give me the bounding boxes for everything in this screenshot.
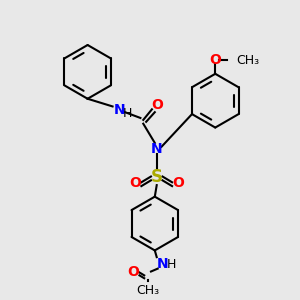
Text: O: O bbox=[130, 176, 142, 190]
Text: S: S bbox=[151, 169, 163, 187]
Text: O: O bbox=[128, 265, 140, 278]
Text: N: N bbox=[113, 103, 125, 117]
Text: O: O bbox=[209, 53, 221, 68]
Text: H: H bbox=[167, 258, 176, 271]
Text: O: O bbox=[172, 176, 184, 190]
Text: N: N bbox=[157, 257, 168, 271]
Text: O: O bbox=[152, 98, 164, 112]
Text: CH₃: CH₃ bbox=[136, 284, 160, 297]
Text: CH₃: CH₃ bbox=[236, 54, 260, 67]
Text: N: N bbox=[151, 142, 163, 156]
Text: H: H bbox=[122, 107, 132, 120]
